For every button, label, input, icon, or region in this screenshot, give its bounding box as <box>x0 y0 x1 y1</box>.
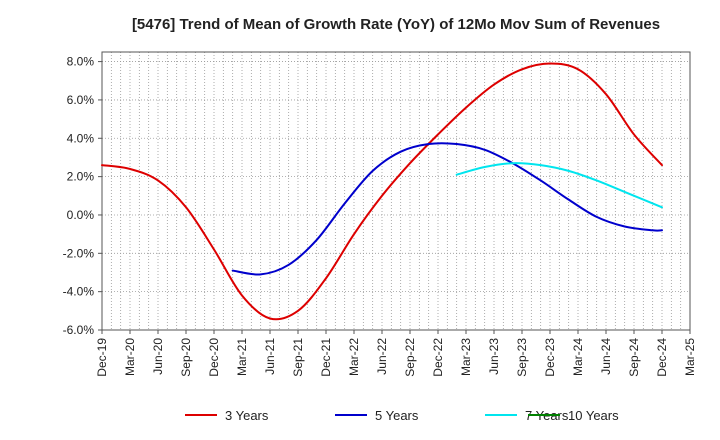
legend-label: 10 Years <box>568 408 619 423</box>
x-tick-label: Mar-20 <box>123 338 137 376</box>
x-tick-label: Jun-21 <box>263 338 277 375</box>
legend-item: 3 Years <box>185 408 269 423</box>
legend-item: 10 Years <box>528 408 619 423</box>
series-line-3-years <box>101 62 663 321</box>
y-tick-label: 8.0% <box>67 55 95 69</box>
x-tick-label: Sep-24 <box>627 338 641 377</box>
y-tick-label: 2.0% <box>67 170 95 184</box>
chart-title: [5476] Trend of Mean of Growth Rate (YoY… <box>132 16 660 33</box>
x-tick-label: Mar-23 <box>459 338 473 376</box>
x-tick-label: Dec-20 <box>207 338 221 377</box>
x-tick-label: Mar-25 <box>683 338 697 376</box>
x-tick-label: Mar-21 <box>235 338 249 376</box>
x-axis: Dec-19 Mar-20 Jun-20 Sep-20 Dec-20 Mar-21 Jun-… <box>95 330 697 377</box>
x-tick-label: Jun-23 <box>487 338 501 375</box>
x-tick-label: Dec-22 <box>431 338 445 377</box>
y-tick-label: 6.0% <box>67 93 95 107</box>
series-line-5-years <box>231 142 663 276</box>
grid <box>102 52 690 331</box>
legend-item: 5 Years <box>335 408 419 423</box>
series-lines <box>101 62 663 321</box>
x-tick-label: Dec-23 <box>543 338 557 377</box>
series-line-7-years <box>455 162 663 209</box>
x-tick-label: Jun-24 <box>599 338 613 375</box>
y-tick-label: -2.0% <box>63 246 95 260</box>
x-tick-label: Jun-22 <box>375 338 389 375</box>
x-tick-label: Dec-24 <box>655 338 669 377</box>
x-tick-label: Sep-20 <box>179 338 193 377</box>
x-tick-label: Jun-20 <box>151 338 165 375</box>
y-tick-label: -4.0% <box>63 285 95 299</box>
x-tick-label: Sep-23 <box>515 338 529 377</box>
y-axis: -6.0% -4.0% -2.0% 0.0% 2.0% 4.0% 6.0% 8.0% <box>63 55 102 337</box>
x-tick-label: Mar-22 <box>347 338 361 376</box>
x-tick-label: Sep-21 <box>291 338 305 377</box>
y-tick-label: 0.0% <box>67 208 95 222</box>
x-tick-label: Dec-19 <box>95 338 109 377</box>
x-tick-label: Sep-22 <box>403 338 417 377</box>
legend-label: 5 Years <box>375 408 419 423</box>
x-tick-label: Mar-24 <box>571 338 585 376</box>
plot-frame <box>101 51 691 331</box>
x-tick-label: Dec-21 <box>319 338 333 377</box>
legend: 3 Years 5 Years 7 Years 10 Years <box>185 408 619 423</box>
legend-label: 3 Years <box>225 408 269 423</box>
y-tick-label: -6.0% <box>63 323 95 337</box>
y-tick-label: 4.0% <box>67 131 95 145</box>
